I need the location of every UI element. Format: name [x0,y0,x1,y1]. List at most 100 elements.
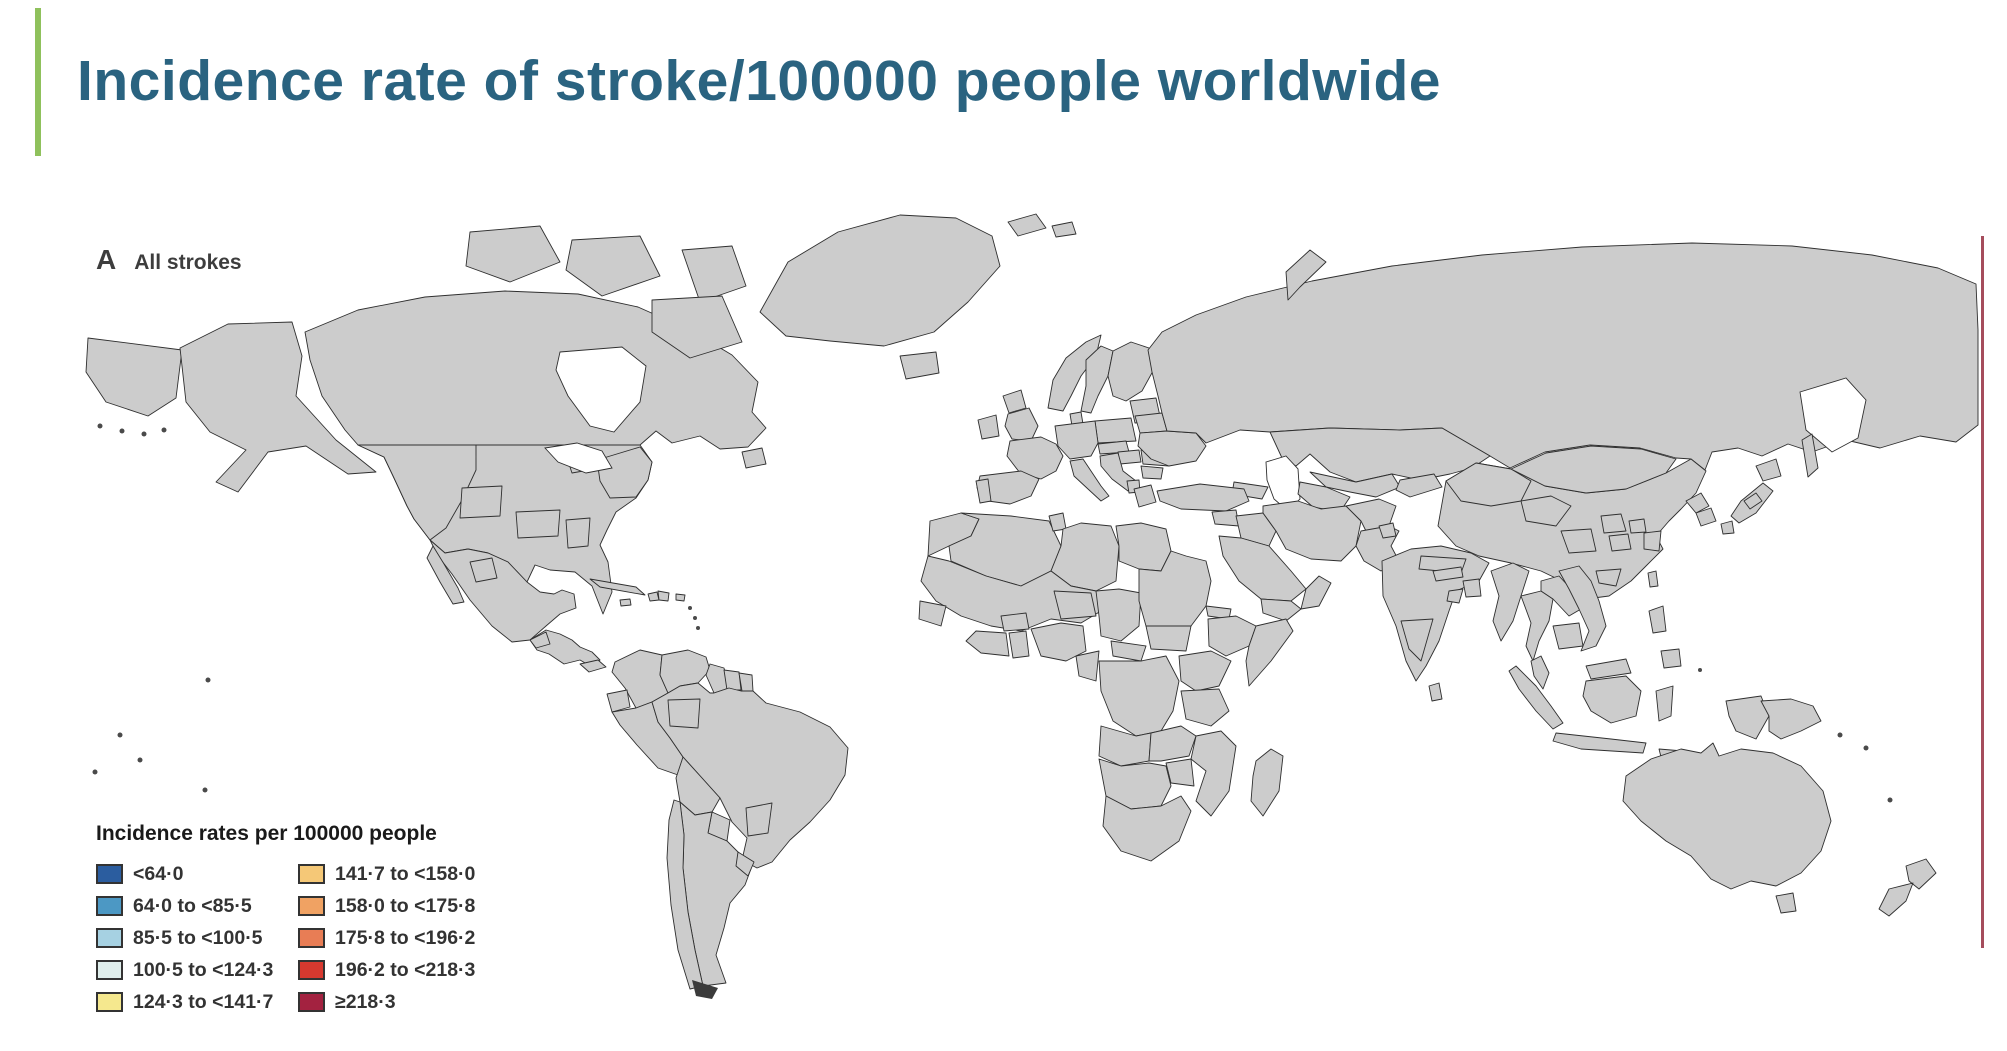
sea-of-okhotsk [1799,377,1867,453]
region-syria [1211,509,1240,527]
region-japan_hokkaido [1755,458,1782,482]
legend-item: 85·5 to <100·5 [96,922,298,954]
region-arctic_islands_2 [565,235,661,297]
legend-swatch [298,896,325,916]
legend-item: 141·7 to <158·0 [298,858,528,890]
region-baja [426,545,465,605]
region-svalbard_1 [1007,213,1047,237]
region-arctic_islands_3 [681,245,747,303]
region-newfoundland [741,447,767,469]
legend-swatch [298,864,325,884]
region-uruguay [735,851,755,877]
region-kyrgyz_tajik [1395,473,1443,498]
region-sweden [1080,345,1114,414]
region-cameroon [1075,650,1100,682]
legend-item: 64·0 to <85·5 [96,890,298,922]
legend-item: 158·0 to <175·8 [298,890,528,922]
region-mexico [429,539,577,643]
region-java [1552,732,1647,754]
legend-item: 124·3 to <141·7 [96,986,298,1018]
region-iceland [899,351,940,380]
region-uzbekistan [1309,471,1401,498]
region-cambodia [1552,622,1584,650]
region-car [1110,640,1147,662]
region-laos [1540,575,1582,617]
region-finland [1107,341,1154,402]
region-sakhalin [1801,433,1819,478]
region-usa_south_pale [515,509,561,539]
region-scotland [1002,389,1027,414]
region-myanmar [1490,562,1530,642]
region-south_africa [1102,795,1192,862]
region-usa_northeast [596,446,653,499]
region-chad [1095,588,1142,642]
region-oman [1300,575,1332,610]
legend-swatch [298,992,325,1012]
legend-swatch [96,896,123,916]
legend-label: 141·7 to <158·0 [335,862,476,885]
region-yemen [1260,598,1302,622]
region-henan_red [1608,533,1632,552]
region-puerto_rico [675,593,686,602]
region-pakistan_north [1378,522,1397,539]
region-burkina [1000,612,1030,632]
legend-label: 196·2 to <218·3 [335,958,476,981]
legend-item: <64·0 [96,858,298,890]
tierra-del-fuego [692,980,718,999]
region-panama [579,659,607,673]
legend-item: 100·5 to <124·3 [96,954,298,986]
legend-label: 175·8 to <196·2 [335,926,476,949]
legend-swatch [96,864,123,884]
region-north_korea [1685,492,1710,514]
region-sudan [1138,550,1212,632]
region-greece [1133,484,1157,508]
region-france [1006,436,1064,480]
region-kalimantan [1582,675,1642,724]
region-ecuador [606,689,631,713]
region-zimbabwe [1165,758,1195,787]
accent-bar [35,8,41,156]
page-title: Incidence rate of stroke/100000 people w… [77,49,1441,113]
region-iran [1262,500,1362,562]
hudson-bay [555,346,647,433]
legend-label: 100·5 to <124·3 [133,958,274,981]
great-lakes [544,442,613,474]
region-saudi [1218,535,1307,602]
region-ghana [1008,630,1030,659]
region-west_africa_band [920,555,1102,632]
region-nz_north [1905,858,1937,890]
region-greenland [759,214,1001,347]
region-taiwan [1647,570,1659,588]
region-xinjiang [1445,462,1532,507]
region-canada [304,290,767,450]
region-mexico_state [469,557,498,583]
region-ivory_coast [965,630,1010,657]
legend-swatch [96,960,123,980]
map-regions [85,213,1979,999]
region-nz_south [1878,882,1914,917]
region-madagascar [1250,748,1284,817]
region-iraq [1235,512,1277,547]
legend-label: 85·5 to <100·5 [133,926,263,949]
legend-item: 196·2 to <218·3 [298,954,528,986]
region-china_orange [1600,513,1627,534]
region-mozambique [1190,730,1237,817]
panel-title: All strokes [134,251,242,274]
right-edge-divider [1981,236,1984,948]
region-west_papua [1725,695,1770,740]
region-japan_kyushu [1720,520,1735,535]
region-guangxi_red [1595,568,1622,587]
region-brazil_state_s [745,802,773,837]
region-drc [1098,655,1180,737]
region-somalia [1245,618,1294,687]
legend-label: 124·3 to <141·7 [133,990,274,1013]
legend-label: 158·0 to <175·8 [335,894,476,917]
region-novaya_zemlya [1285,249,1327,301]
legend-swatch [298,960,325,980]
region-central_europe [1054,420,1099,460]
region-senegal_guinea [918,600,947,627]
region-kenya_uganda [1178,650,1232,692]
region-philippines_luzon [1648,605,1667,634]
region-zambia [1148,725,1197,762]
map-panel-label: A All strokes [96,244,242,276]
